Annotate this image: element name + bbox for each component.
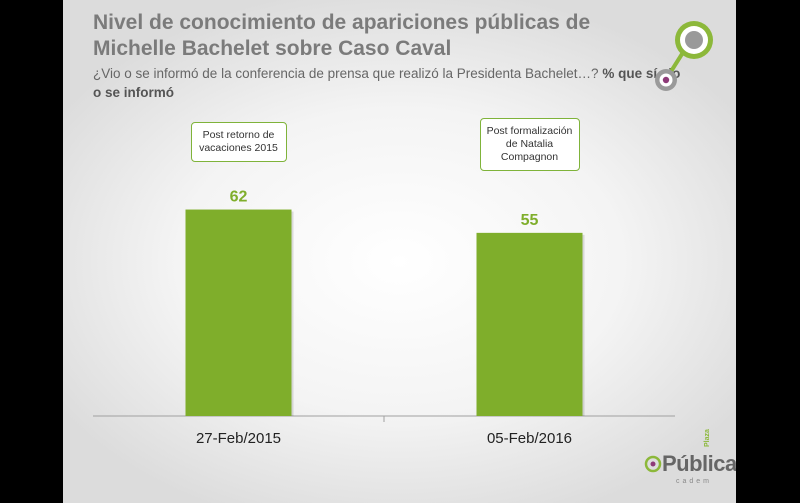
bar-1 [476,232,583,416]
bar-0 [185,209,292,416]
page-title: Nivel de conocimiento de apariciones púb… [93,11,591,60]
question-text: ¿Vio o se informó de la conferencia de p… [93,66,599,81]
x-tick-label: 27-Feb/2015 [196,430,281,447]
data-label: 62 [230,189,248,206]
brand-word: Pública [662,451,736,476]
brand-small-text: Plaza [704,429,711,447]
bar-chart: 62 27-Feb/2015 55 05-Feb/2016 [93,189,675,447]
data-label: 55 [521,212,539,229]
brand-logo: Pública Plaza cadem [644,429,736,489]
circles-logo-icon [655,21,713,91]
brand-sub-text: cadem [676,478,713,485]
slide: Nivel de conocimiento de apariciones púb… [63,0,736,503]
brand-circle-icon [644,455,662,473]
x-tick-label: 05-Feb/2016 [487,430,572,447]
annotation-callout: Post formalización de Natalia Compagnon [479,118,580,171]
annotation-callout: Post retorno de vacaciones 2015 [190,122,287,162]
